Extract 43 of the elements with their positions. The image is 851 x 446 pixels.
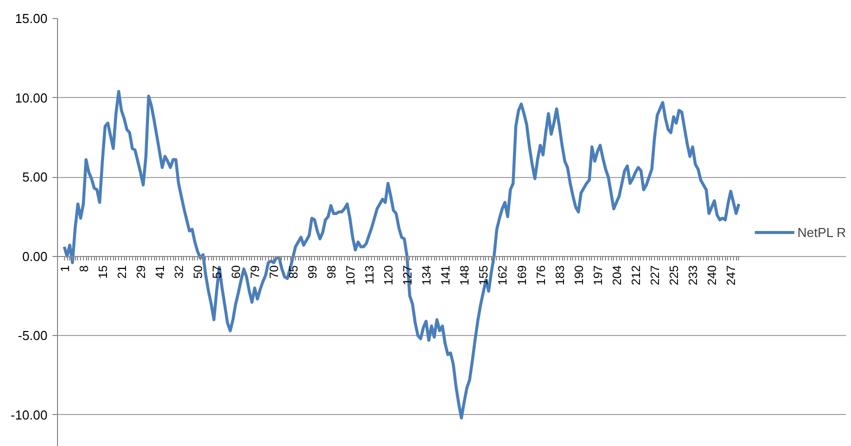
y-tick-label: 5.00 bbox=[22, 170, 48, 185]
x-tick-label: 8 bbox=[76, 264, 91, 272]
x-tick-label: 99 bbox=[305, 264, 320, 279]
y-tick-label: -5.00 bbox=[18, 328, 48, 344]
x-tick-label: 155 bbox=[476, 264, 491, 286]
x-tick-label: 107 bbox=[343, 264, 358, 286]
y-tick-label: 15.00 bbox=[14, 11, 48, 26]
x-tick-label: 225 bbox=[667, 264, 682, 286]
x-tick-label: 85 bbox=[286, 264, 300, 279]
x-tick-label: 79 bbox=[248, 264, 262, 279]
x-tick-label: 204 bbox=[610, 264, 624, 286]
y-tick-label: 0.00 bbox=[22, 248, 48, 264]
x-tick-label: 60 bbox=[229, 264, 244, 279]
x-tick-label: 227 bbox=[648, 264, 662, 286]
x-tick-label: 162 bbox=[496, 264, 510, 286]
x-tick-label: 15 bbox=[96, 264, 110, 279]
x-tick-label: 148 bbox=[458, 264, 472, 286]
x-tick-label: 29 bbox=[134, 264, 148, 279]
x-tick-label: 98 bbox=[324, 264, 338, 279]
x-tick-label: 190 bbox=[572, 264, 586, 286]
x-tick-label: 127 bbox=[400, 264, 415, 286]
x-tick-label: 1 bbox=[58, 264, 72, 272]
x-tick-label: 134 bbox=[420, 264, 434, 286]
x-tick-label: 113 bbox=[362, 264, 376, 284]
y-tick-label: 10.00 bbox=[14, 90, 48, 106]
x-tick-label: 197 bbox=[590, 264, 605, 286]
x-tick-label: 57 bbox=[210, 264, 224, 279]
x-tick-label: 169 bbox=[514, 264, 529, 286]
y-tick-label: -10.00 bbox=[10, 407, 48, 422]
x-tick-label: 247 bbox=[724, 264, 738, 286]
x-tick-label: 32 bbox=[172, 264, 186, 279]
x-tick-label: 176 bbox=[534, 264, 548, 286]
x-tick-label: 240 bbox=[705, 264, 720, 286]
x-tick-label: 212 bbox=[629, 264, 644, 286]
x-tick-label: 70 bbox=[267, 264, 282, 279]
x-tick-label: 141 bbox=[438, 264, 453, 286]
x-tick-label: 120 bbox=[381, 264, 396, 286]
legend-label: NetPL R bbox=[797, 224, 846, 240]
x-tick-label: 183 bbox=[552, 264, 567, 286]
x-tick-label: 233 bbox=[686, 264, 700, 286]
x-tick-label: 50 bbox=[191, 264, 206, 279]
x-tick-label: 41 bbox=[153, 264, 167, 279]
x-tick-label: 21 bbox=[114, 264, 129, 279]
